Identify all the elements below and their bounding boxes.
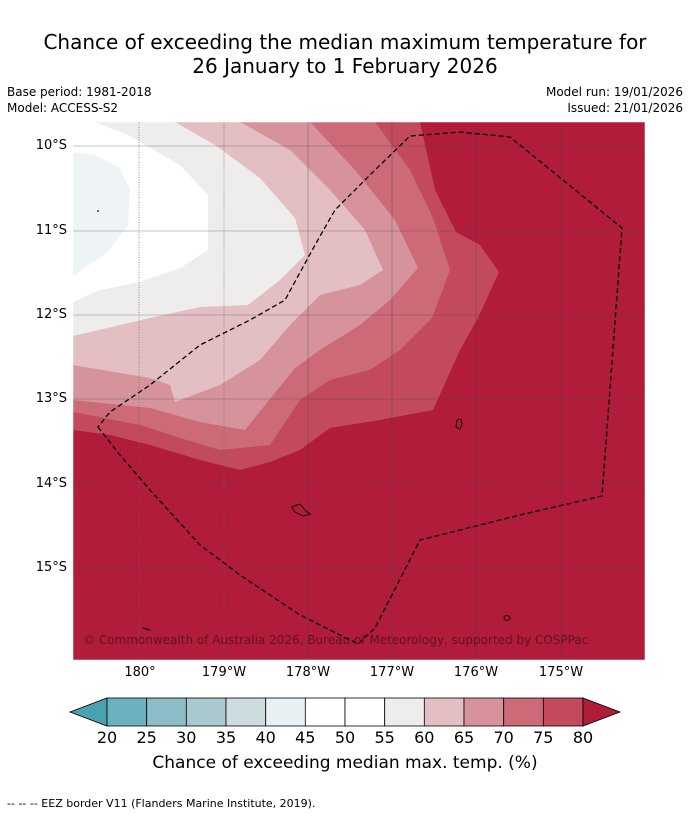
cb-65-70 (463, 697, 505, 727)
lat-label-12s: 12°S (35, 307, 67, 322)
island-small-sw (142, 627, 151, 631)
lon-label-178w: 178°W (285, 665, 331, 680)
title-line-1: Chance of exceeding the median maximum t… (43, 30, 647, 54)
cb-above-80 (582, 697, 622, 727)
lat-label-14s: 14°S (35, 476, 67, 491)
lon-label-179w: 179°W (201, 665, 247, 680)
copyright-notice: © Commonwealth of Australia 2026, Bureau… (83, 633, 589, 647)
cb-70-75 (503, 697, 544, 727)
model-name: Model: ACCESS-S2 (7, 101, 119, 115)
island-wallis (455, 418, 463, 430)
islands (97, 210, 511, 631)
eez-border (97, 131, 623, 645)
cb-50-55 (344, 697, 386, 727)
cb-tick-65: 65 (453, 728, 475, 747)
cb-tick-25: 25 (136, 728, 157, 747)
model-run: Model run: 19/01/2026 (545, 85, 683, 99)
colorbar (68, 697, 622, 727)
cb-55-60 (384, 697, 425, 727)
cb-tick-70: 70 (493, 728, 514, 747)
cb-35-40 (225, 697, 267, 727)
lon-label-177w: 177°W (369, 665, 415, 680)
colorbar-label: Chance of exceeding median max. temp. (%… (152, 753, 538, 773)
lon-label-176w: 176°W (453, 665, 499, 680)
cb-45-50 (304, 697, 346, 727)
cb-tick-55: 55 (374, 728, 395, 747)
lon-label-175w: 175°W (538, 665, 584, 680)
map-area (73, 122, 645, 660)
island-futuna (291, 503, 311, 517)
cb-tick-60: 60 (414, 728, 435, 747)
metadata-left: Base period: 1981-2018 Model: ACCESS-S2 (7, 84, 152, 116)
cb-tick-50: 50 (334, 728, 356, 747)
lat-label-11s: 11°S (35, 223, 67, 238)
cb-tick-75: 75 (533, 728, 554, 747)
title-line-2: 26 January to 1 February 2026 (192, 54, 498, 78)
cb-tick-20: 20 (96, 728, 118, 747)
cb-tick-80: 80 (572, 728, 594, 747)
cb-60-65 (423, 697, 465, 727)
eez-footnote: -- -- -- EEZ border V11 (Flanders Marine… (7, 797, 316, 810)
lat-label-13s: 13°S (35, 391, 67, 406)
cb-tick-30: 30 (176, 728, 197, 747)
map-frame (72, 121, 646, 661)
cb-20-25 (106, 697, 148, 727)
cb-30-35 (185, 697, 227, 727)
chart-title: Chance of exceeding the median maximum t… (0, 30, 690, 78)
lon-label-180: 180° (124, 665, 156, 680)
graticule (73, 122, 645, 660)
cb-25-30 (146, 697, 187, 727)
island-dot-nw (97, 210, 99, 212)
metadata-right: Model run: 19/01/2026 Issued: 21/01/2026 (546, 84, 683, 116)
island-small-east (503, 615, 511, 621)
cb-40-45 (265, 697, 306, 727)
cb-tick-40: 40 (255, 728, 276, 747)
cb-tick-35: 35 (215, 728, 237, 747)
base-period: Base period: 1981-2018 (7, 85, 152, 99)
band-40-45 (73, 152, 130, 276)
lat-label-15s: 15°S (35, 560, 67, 575)
lat-label-10s: 10°S (35, 138, 67, 153)
cb-tick-45: 45 (295, 728, 316, 747)
issued-date: Issued: 21/01/2026 (567, 101, 683, 115)
cb-75-80 (542, 697, 584, 727)
cb-below-20 (68, 697, 108, 727)
